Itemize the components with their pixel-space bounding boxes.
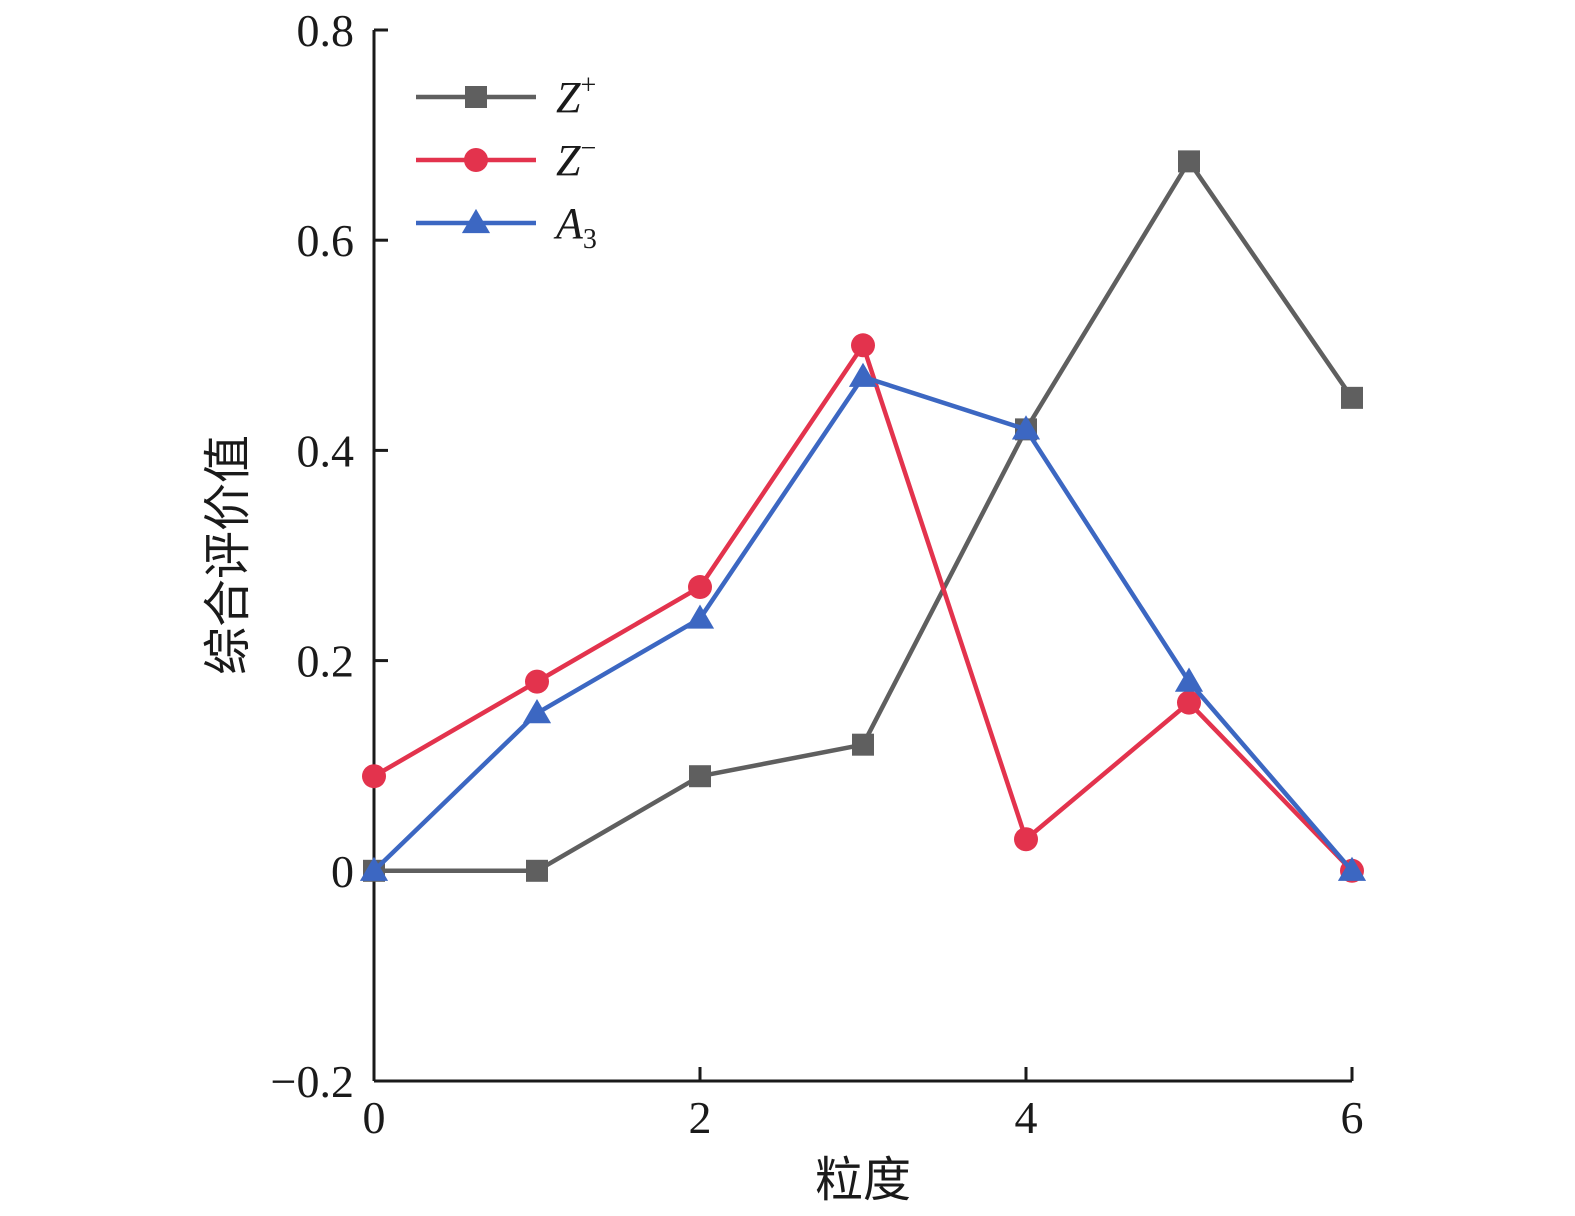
legend-label-superscript: −: [580, 133, 596, 164]
legend-item: A3: [416, 199, 597, 255]
y-tick-label: −0.2: [271, 1056, 354, 1107]
series-triangle: [359, 362, 1367, 881]
data-point: [852, 733, 874, 756]
legend-label-subscript: 3: [583, 224, 597, 255]
legend: Z+Z−A3: [416, 70, 597, 255]
data-point: [1174, 667, 1204, 692]
y-axis-title: 综合评价值: [200, 435, 256, 675]
legend-swatch-marker: [465, 86, 487, 108]
data-point: [685, 604, 715, 629]
legend-label: A3: [553, 199, 597, 255]
data-point: [1014, 827, 1038, 852]
series-square: [363, 150, 1363, 882]
series-layer: [359, 150, 1367, 883]
data-point: [1341, 386, 1363, 409]
x-tick-label: 2: [689, 1092, 712, 1143]
y-tick-label: 0.6: [297, 215, 355, 266]
x-tick-label: 6: [1341, 1092, 1364, 1143]
legend-swatch-marker: [464, 148, 488, 172]
data-point: [362, 764, 386, 789]
x-tick-label: 4: [1015, 1092, 1038, 1143]
legend-item: Z−: [416, 133, 596, 185]
y-tick-label: 0.2: [297, 636, 355, 687]
data-point: [1177, 690, 1201, 715]
y-axis-ticks: −0.2 0 0.2 0.4 0.6 0.8: [271, 5, 388, 1107]
data-point: [848, 362, 878, 387]
data-point: [526, 859, 548, 882]
axes: [372, 30, 1352, 1083]
legend-label: Z−: [556, 133, 596, 185]
data-point: [1337, 856, 1367, 881]
data-point: [1011, 415, 1041, 440]
legend-label-base: Z: [556, 136, 581, 185]
y-tick-label: 0: [331, 846, 354, 897]
y-tick-label: 0.8: [297, 5, 355, 56]
x-tick-label: 0: [363, 1092, 386, 1143]
x-axis-title: 粒度: [815, 1152, 911, 1208]
x-axis-ticks: 0 2 4 6: [363, 1067, 1364, 1143]
legend-swatch-marker: [461, 208, 491, 234]
data-point: [689, 765, 711, 788]
legend-item: Z+: [416, 70, 596, 122]
series-line: [374, 159, 1354, 874]
data-point: [1178, 150, 1200, 173]
legend-label-base: A: [553, 199, 584, 248]
data-point: [851, 333, 875, 358]
legend-label-base: Z: [556, 73, 581, 122]
y-tick-label: 0.4: [297, 425, 355, 476]
legend-label: Z+: [556, 70, 596, 122]
data-point: [522, 699, 552, 724]
series-line: [372, 374, 1354, 873]
data-point: [688, 575, 712, 600]
legend-label-superscript: +: [580, 70, 596, 101]
data-point: [359, 856, 389, 881]
series-line: [372, 343, 1354, 873]
data-point: [525, 669, 549, 694]
series-circle: [362, 333, 1364, 883]
